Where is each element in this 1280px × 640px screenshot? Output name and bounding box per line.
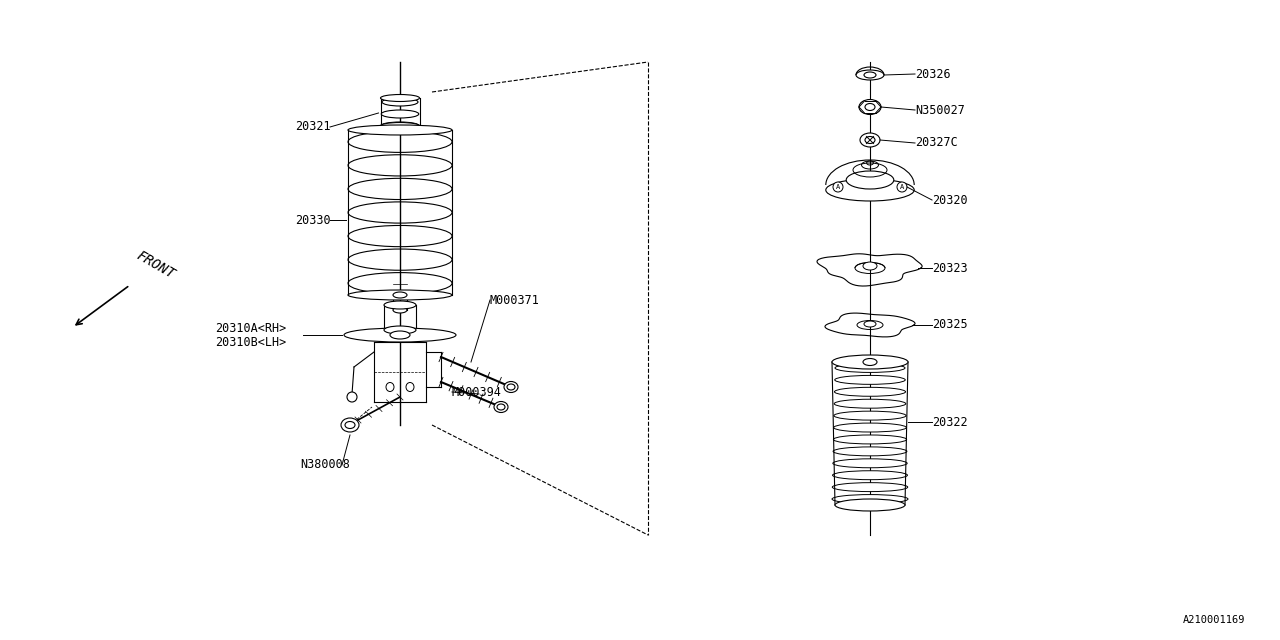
Text: 20310A<RH>: 20310A<RH> xyxy=(215,321,287,335)
Ellipse shape xyxy=(833,447,908,456)
Ellipse shape xyxy=(897,182,908,192)
Text: 20321: 20321 xyxy=(294,120,330,134)
Ellipse shape xyxy=(340,418,358,432)
Ellipse shape xyxy=(393,292,407,298)
Ellipse shape xyxy=(863,358,877,365)
Text: 20326: 20326 xyxy=(915,67,951,81)
Ellipse shape xyxy=(835,364,905,372)
Ellipse shape xyxy=(344,328,456,342)
Text: FRONT: FRONT xyxy=(134,249,177,282)
Ellipse shape xyxy=(494,401,508,413)
Ellipse shape xyxy=(835,499,905,511)
Ellipse shape xyxy=(346,422,355,429)
Text: A210001169: A210001169 xyxy=(1183,615,1245,625)
Text: 20323: 20323 xyxy=(932,262,968,275)
Ellipse shape xyxy=(384,301,416,309)
Ellipse shape xyxy=(387,383,394,392)
Text: N350027: N350027 xyxy=(915,104,965,116)
Ellipse shape xyxy=(864,321,876,327)
Ellipse shape xyxy=(348,290,452,300)
Ellipse shape xyxy=(860,133,881,147)
Ellipse shape xyxy=(832,495,908,504)
Ellipse shape xyxy=(381,110,419,118)
Ellipse shape xyxy=(833,182,844,192)
Ellipse shape xyxy=(832,471,908,479)
Ellipse shape xyxy=(826,179,914,201)
Text: 20310B<LH>: 20310B<LH> xyxy=(215,337,287,349)
Text: 20322: 20322 xyxy=(932,415,968,429)
Text: A: A xyxy=(836,184,840,190)
Ellipse shape xyxy=(863,262,877,270)
Ellipse shape xyxy=(833,459,908,468)
Ellipse shape xyxy=(380,122,420,129)
Ellipse shape xyxy=(504,381,518,392)
Ellipse shape xyxy=(832,483,908,492)
Text: M000394: M000394 xyxy=(452,385,502,399)
Ellipse shape xyxy=(856,70,884,80)
Ellipse shape xyxy=(832,355,908,369)
Ellipse shape xyxy=(835,387,905,396)
Ellipse shape xyxy=(833,423,906,432)
Ellipse shape xyxy=(348,125,452,135)
Ellipse shape xyxy=(381,98,419,106)
Text: A: A xyxy=(900,184,904,190)
Ellipse shape xyxy=(835,399,906,408)
Ellipse shape xyxy=(833,435,906,444)
Ellipse shape xyxy=(390,331,410,339)
Text: 20327C: 20327C xyxy=(915,136,957,150)
Text: 20325: 20325 xyxy=(932,319,968,332)
Ellipse shape xyxy=(380,95,420,102)
Ellipse shape xyxy=(865,104,876,111)
Ellipse shape xyxy=(347,392,357,402)
Ellipse shape xyxy=(507,384,515,390)
Text: 20330: 20330 xyxy=(294,214,330,227)
Text: N380008: N380008 xyxy=(300,458,349,472)
Ellipse shape xyxy=(384,326,416,334)
Ellipse shape xyxy=(393,307,407,313)
Ellipse shape xyxy=(835,376,905,385)
Ellipse shape xyxy=(846,171,893,189)
Ellipse shape xyxy=(864,72,876,78)
Ellipse shape xyxy=(406,383,413,392)
Ellipse shape xyxy=(865,136,876,143)
Text: 20320: 20320 xyxy=(932,193,968,207)
Text: M000371: M000371 xyxy=(490,294,540,307)
Ellipse shape xyxy=(833,411,906,420)
Ellipse shape xyxy=(859,99,881,115)
Ellipse shape xyxy=(380,122,420,130)
Ellipse shape xyxy=(497,404,506,410)
